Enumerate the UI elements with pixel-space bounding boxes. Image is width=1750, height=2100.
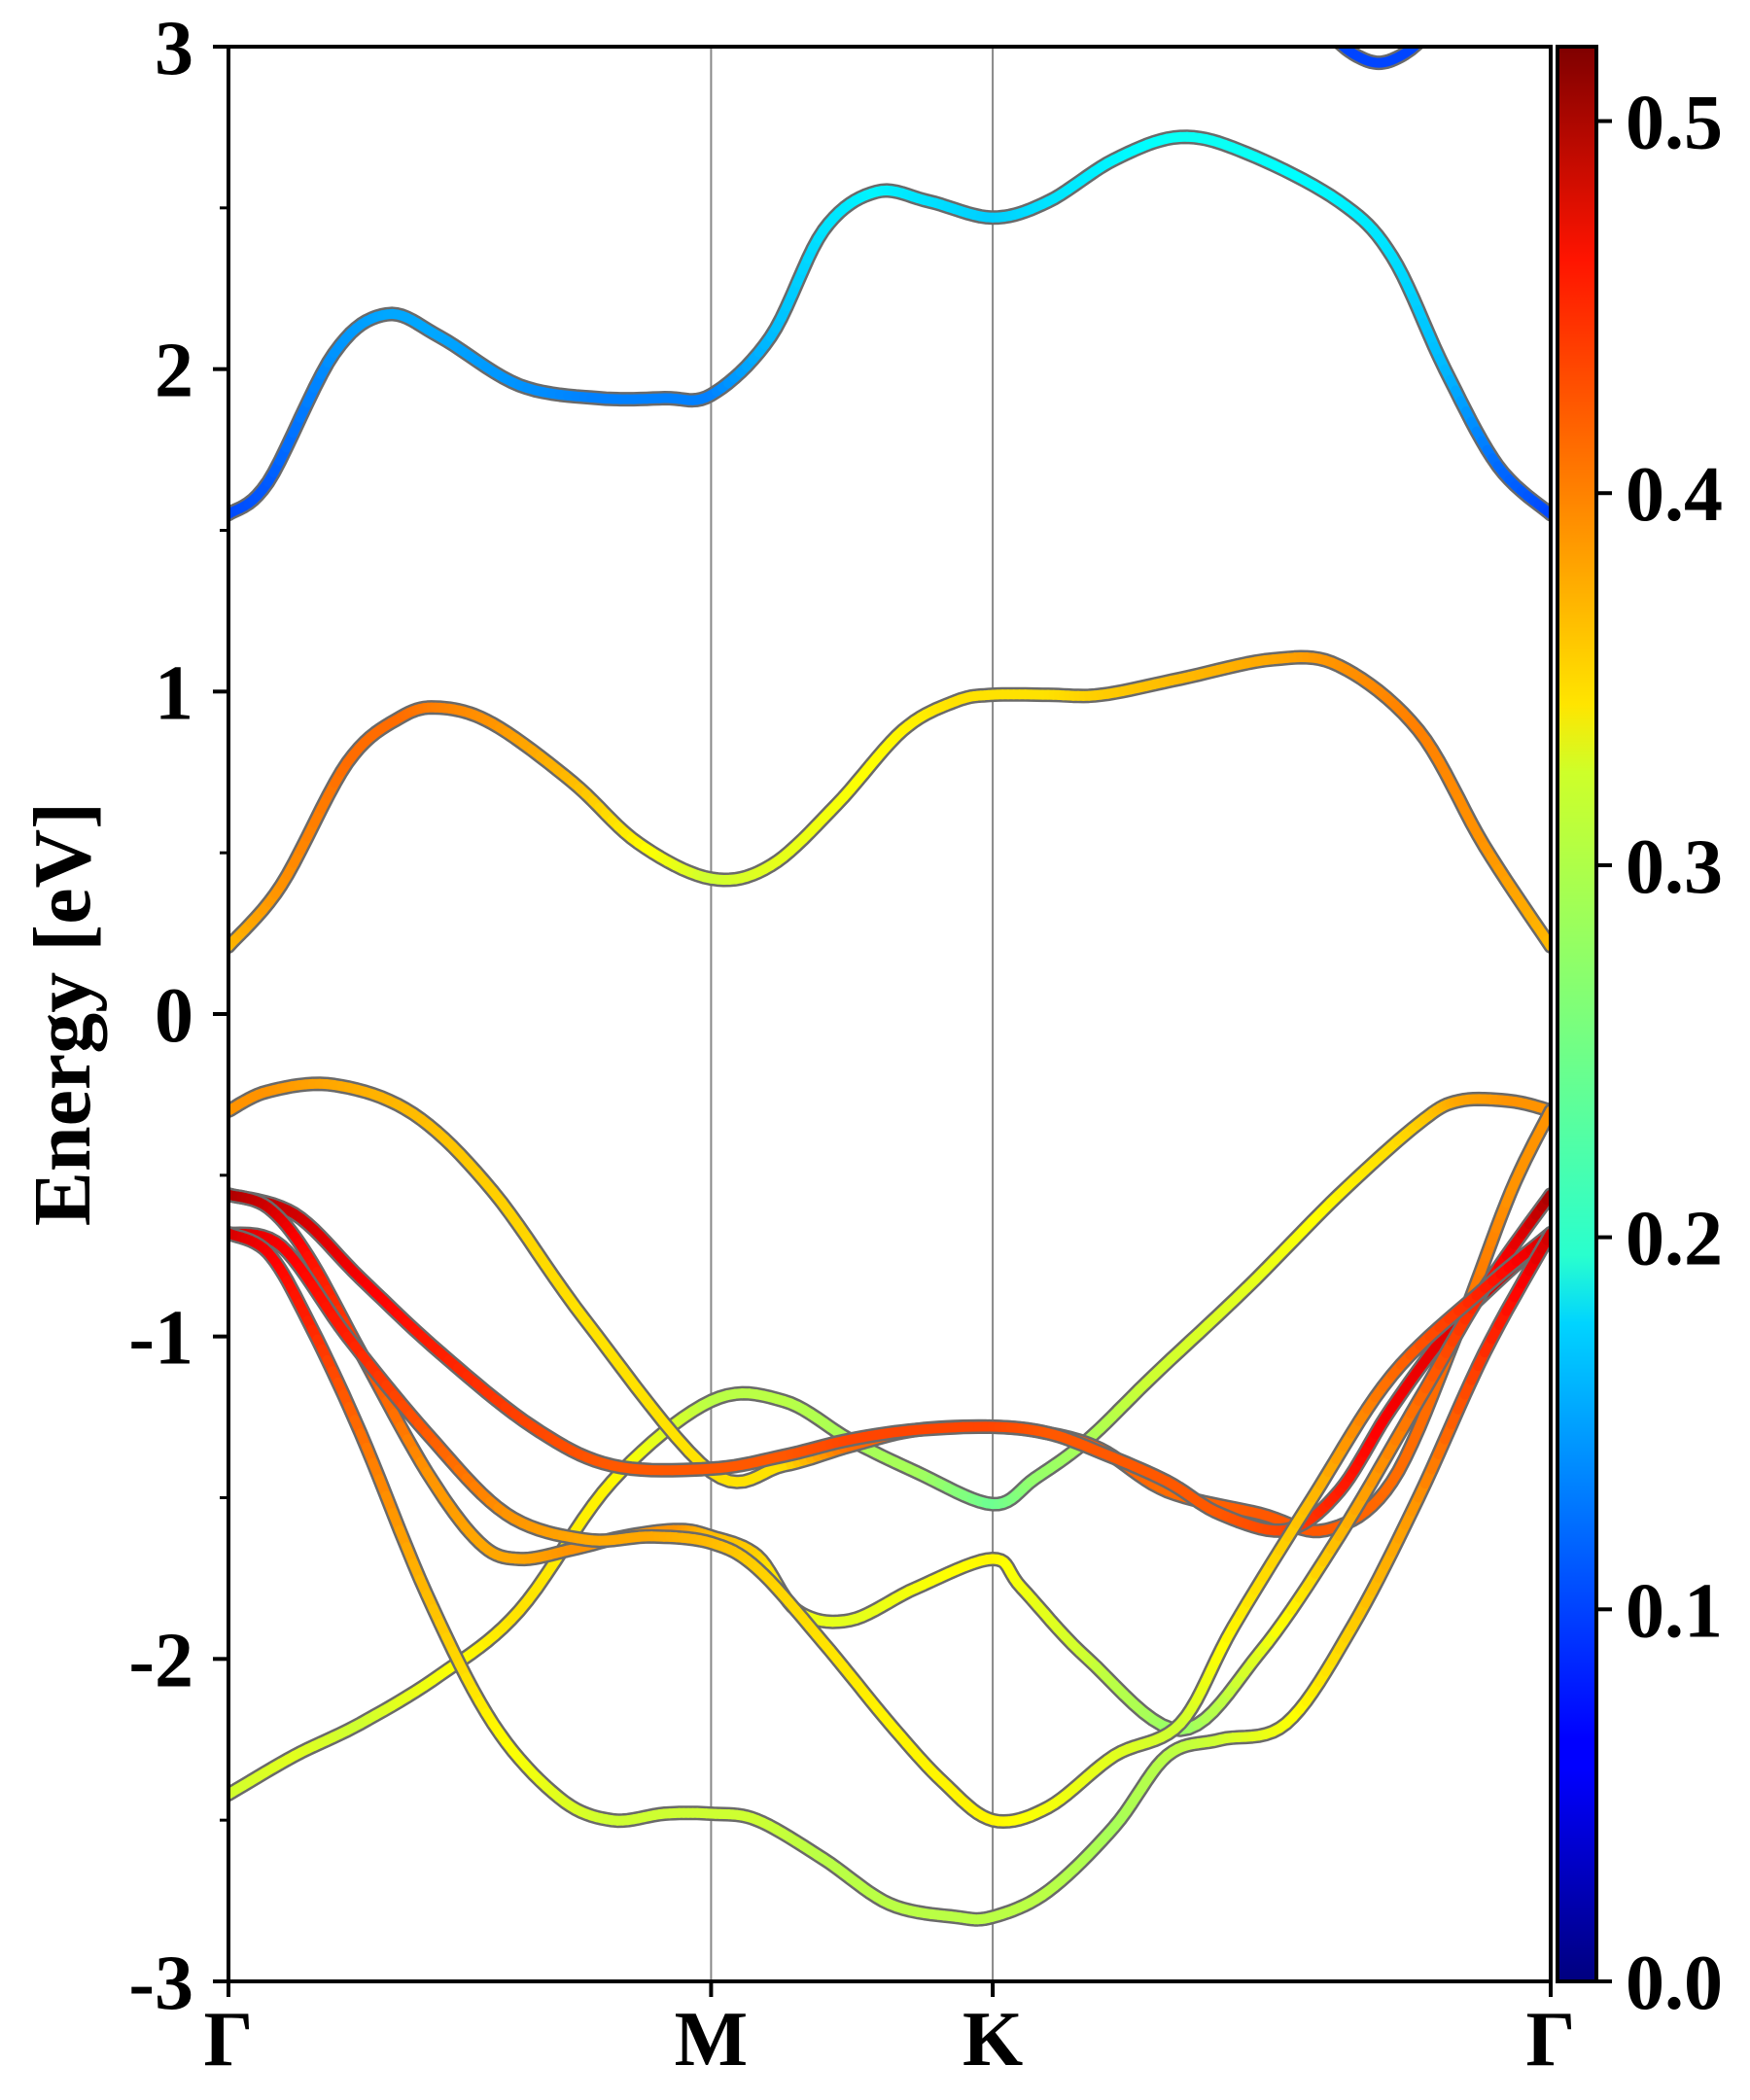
x-tick-label: Γ	[1526, 1997, 1576, 2082]
band-segment	[1330, 34, 1333, 36]
y-tick-label: 0	[155, 973, 193, 1059]
band-segment	[1420, 39, 1423, 42]
y-tick-label: 3	[155, 6, 193, 91]
band-line	[228, 1091, 1551, 1802]
colorbar-tick-label: 0.2	[1626, 1197, 1723, 1282]
band-line	[228, 1226, 1551, 1927]
band-segment	[1428, 32, 1430, 34]
band-line	[1326, 30, 1432, 71]
colorbar: 0.0 0.1 0.2 0.3 0.4 0.5	[1556, 45, 1723, 2026]
colorbar-tick-label: 0.5	[1626, 81, 1723, 166]
y-tick-label: -2	[128, 1618, 193, 1703]
band-line	[228, 1226, 1551, 1829]
high-symmetry-lines	[710, 47, 995, 1981]
y-tick-label: -1	[128, 1296, 193, 1382]
band-segment	[1425, 34, 1428, 36]
band-outline	[228, 1091, 1551, 1802]
y-tick-label: 2	[155, 329, 193, 414]
colorbar-tick-label: 0.3	[1626, 824, 1723, 910]
colorbar-tick-label: 0.1	[1626, 1568, 1723, 1654]
x-tick-label: Γ	[204, 1997, 254, 2082]
colorbar-gradient	[1556, 45, 1598, 1983]
band-line	[228, 129, 1551, 522]
band-segment	[1327, 32, 1329, 34]
y-tick-label: -3	[128, 1941, 193, 2026]
x-tick-label: K	[962, 1997, 1023, 2082]
y-tick-label: 1	[155, 650, 193, 736]
band-segment	[1423, 36, 1426, 39]
band-segment	[1413, 47, 1421, 50]
plot-area: 3 2 1 0 -1 -2 -3 Γ M K Γ	[128, 6, 1575, 2082]
band-segment	[1326, 30, 1328, 32]
y-axis-label: Energy [eV]	[18, 802, 108, 1226]
band-segment	[1332, 36, 1335, 39]
y-axis-ticks: 3 2 1 0 -1 -2 -3	[128, 6, 228, 2026]
colorbar-ticks: 0.0 0.1 0.2 0.3 0.4 0.5	[1596, 81, 1723, 2026]
band-segment	[1430, 30, 1432, 32]
band-line	[228, 649, 1551, 954]
colorbar-tick-label: 0.0	[1626, 1941, 1723, 2026]
x-tick-label: M	[675, 1997, 749, 2082]
colorbar-tick-label: 0.4	[1626, 452, 1723, 538]
band-segment	[1335, 39, 1338, 42]
band-line	[228, 1187, 1551, 1538]
band-outline	[228, 649, 1551, 954]
band-lines	[228, 30, 1551, 1927]
band-segment	[1336, 47, 1345, 50]
